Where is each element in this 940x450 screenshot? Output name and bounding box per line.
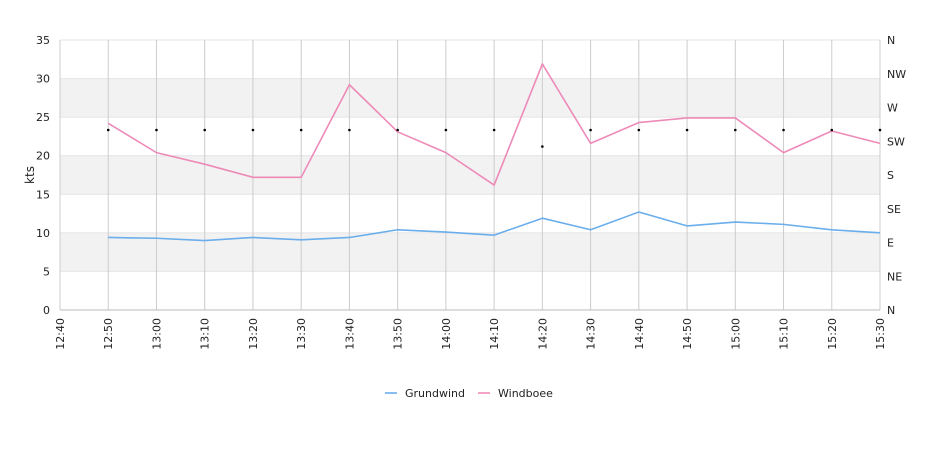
direction-dot — [878, 128, 882, 132]
direction-dot — [251, 128, 255, 132]
x-tick-label: 14:30 — [585, 318, 598, 350]
y2-axis-ticks: N NE E SE S SW W NW N — [887, 34, 906, 317]
direction-dot — [685, 128, 689, 132]
direction-dot — [589, 128, 592, 132]
x-axis-ticks: 12:40 12:50 13:00 13:10 13:20 13:30 13:40 13:50… — [54, 318, 887, 350]
direction-dot — [782, 128, 785, 132]
direction-points — [106, 128, 882, 148]
direction-dot — [637, 128, 641, 132]
y-tick-label: 30 — [36, 73, 50, 86]
y-tick-label: 5 — [43, 265, 50, 278]
y2-tick-label: N — [887, 304, 895, 317]
x-tick-label: 15:30 — [874, 318, 887, 350]
x-tick-label: 14:40 — [633, 318, 646, 350]
x-tick-label: 14:00 — [440, 318, 453, 350]
direction-dot — [155, 128, 158, 132]
band — [60, 78, 880, 118]
direction-dot — [299, 128, 303, 132]
direction-dot — [830, 128, 834, 132]
x-tick-label: 13:20 — [247, 318, 260, 350]
x-tick-label: 13:40 — [343, 318, 356, 350]
direction-dot — [444, 128, 448, 132]
x-tick-label: 12:50 — [102, 318, 115, 350]
y-tick-label: 10 — [36, 227, 50, 240]
series-lines — [107, 63, 881, 242]
x-tick-label: 12:40 — [54, 318, 67, 350]
band — [60, 155, 880, 195]
y2-tick-label: N — [887, 34, 895, 47]
y-axis-label: kts — [23, 166, 37, 184]
direction-dot — [106, 128, 110, 132]
background-bands — [60, 78, 880, 272]
y-tick-label: 35 — [36, 34, 50, 47]
series-line-grundwind — [108, 211, 881, 242]
x-tick-label: 13:10 — [199, 318, 212, 350]
x-tick-label: 15:10 — [778, 318, 791, 350]
y2-tick-label: NW — [887, 68, 906, 81]
grid-lines — [59, 39, 881, 311]
legend-label: Windboee — [498, 387, 553, 400]
direction-dot — [396, 128, 399, 132]
series-line-windboee — [107, 63, 881, 186]
direction-dot — [733, 128, 737, 132]
x-tick-label: 15:20 — [826, 318, 839, 350]
y-tick-label: 15 — [36, 188, 50, 201]
direction-dot — [348, 128, 351, 132]
legend: Grundwind Windboee — [385, 387, 553, 400]
y-axis-ticks: 0 5 10 15 20 25 30 35 — [36, 34, 50, 317]
y2-tick-label: NE — [887, 270, 902, 283]
legend-label: Grundwind — [405, 387, 465, 400]
x-tick-label: 13:00 — [150, 318, 163, 350]
direction-dot — [203, 128, 207, 132]
y2-tick-label: SE — [887, 203, 901, 216]
y-tick-label: 0 — [43, 304, 50, 317]
y2-tick-label: W — [887, 102, 898, 115]
y2-tick-label: E — [887, 237, 894, 250]
x-tick-label: 14:20 — [536, 318, 549, 350]
x-tick-label: 14:10 — [488, 318, 501, 350]
y-tick-label: 25 — [36, 111, 50, 124]
x-tick-label: 15:00 — [729, 318, 742, 350]
y2-tick-label: S — [887, 169, 894, 182]
x-tick-label: 13:30 — [295, 318, 308, 350]
y2-tick-label: SW — [887, 135, 905, 148]
x-tick-label: 13:50 — [392, 318, 405, 350]
direction-dot — [541, 145, 544, 148]
direction-dot — [492, 128, 496, 132]
y-tick-label: 20 — [36, 150, 50, 163]
x-tick-label: 14:50 — [681, 318, 694, 350]
band — [60, 232, 880, 272]
